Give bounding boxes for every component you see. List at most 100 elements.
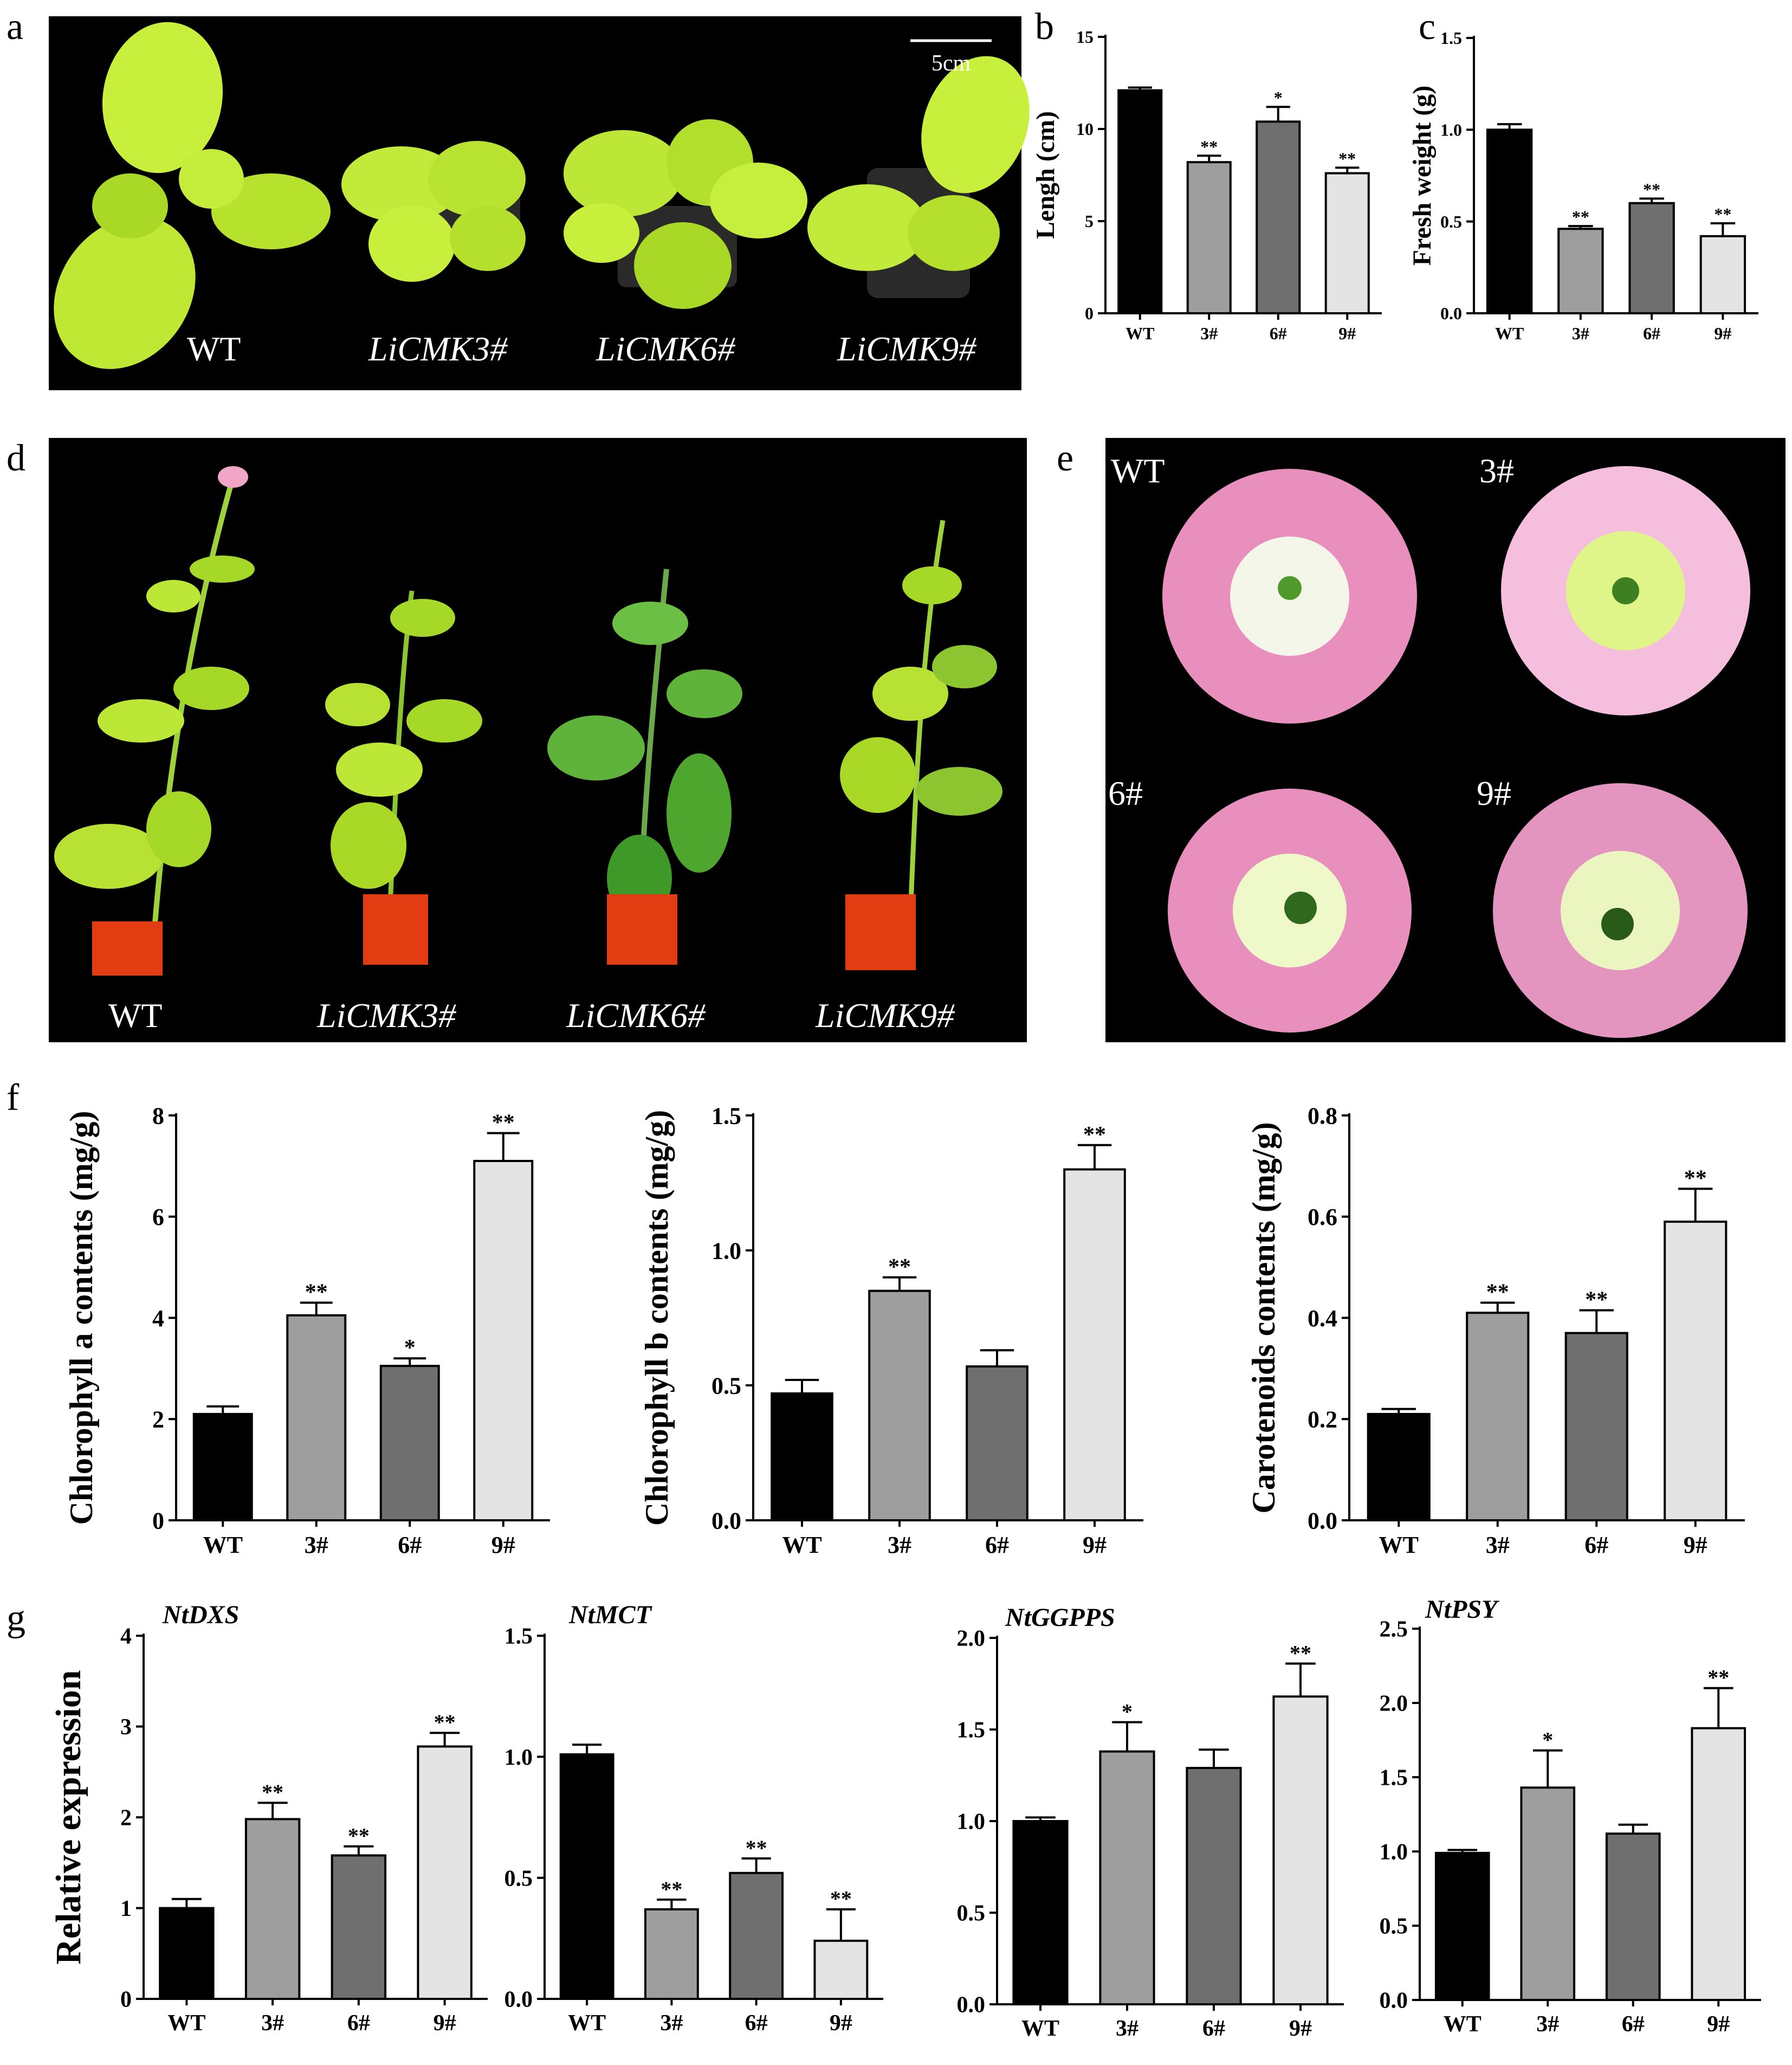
x-tick-label: 6# — [398, 1532, 422, 1558]
significance-label: ** — [1572, 207, 1589, 227]
y-tick-label: 0.6 — [1308, 1204, 1337, 1230]
seedling-9 — [807, 56, 1030, 298]
flower-wt — [1162, 469, 1417, 724]
y-tick-label: 1.0 — [1440, 120, 1462, 140]
x-tick-label: 9# — [1083, 1532, 1107, 1558]
photo-d-label-3: LiCMK3# — [316, 996, 456, 1035]
y-tick-label: 1.0 — [1380, 1840, 1408, 1865]
y-tick-label: 1.5 — [504, 1624, 533, 1649]
x-tick-label: 9# — [1707, 2012, 1730, 2037]
chart-chlorophyll-a: 0 2 4 6 8 WT 3# ** 6# * 9# ** Chlorophyll a contents… — [63, 1102, 550, 1558]
significance-label: ** — [1714, 204, 1731, 224]
bar-WT — [559, 1753, 614, 2001]
bar-9 — [1691, 1727, 1746, 2002]
plant-9 — [840, 520, 1002, 970]
y-axis-title: Carotenoids contents (mg/g) — [1246, 1122, 1282, 1513]
bar-6 — [1605, 1832, 1661, 2002]
panel-letter-b: b — [1035, 6, 1054, 48]
y-tick-label: 0 — [1085, 304, 1094, 323]
panel-letter-a: a — [7, 6, 23, 48]
y-tick-label: 0.0 — [957, 1993, 986, 2018]
chart-ntpsy: 0.0 0.5 1.0 1.5 2.0 2.5 WT 3# * 6# 9# ** NtPSY — [1380, 1595, 1761, 2037]
y-tick-label: 10 — [1076, 119, 1094, 139]
x-tick-label: 6# — [745, 2011, 768, 2036]
significance-label: ** — [746, 1836, 767, 1860]
y-tick-label: 0.0 — [504, 1987, 533, 2012]
y-tick-label: 1.0 — [711, 1237, 741, 1264]
y-tick-label: 4 — [120, 1624, 132, 1649]
x-tick-label: WT — [1444, 2012, 1482, 2037]
significance-label: ** — [1707, 1666, 1729, 1690]
bar-WT — [1367, 1412, 1431, 1522]
chart-title: NtGGPPS — [1005, 1603, 1115, 1632]
x-tick-label: 9# — [1714, 324, 1731, 343]
y-axis-title: Chlorophyll a contents (mg/g) — [63, 1111, 99, 1525]
significance-label: ** — [348, 1824, 370, 1848]
seedling-wt — [54, 22, 331, 369]
bar-6 — [1628, 202, 1675, 314]
significance-label: ** — [262, 1780, 283, 1804]
bar-3 — [644, 1908, 699, 2001]
bar-9 — [1063, 1168, 1126, 1522]
bar-9 — [813, 1939, 869, 2001]
x-tick-label: WT — [568, 2011, 606, 2036]
plant-wt — [54, 466, 255, 976]
bar-3 — [1520, 1786, 1576, 2001]
chart-ntmct: 0.0 0.5 1.0 1.5 WT 3# ** 6# ** 9# ** NtMCT — [504, 1601, 883, 2036]
y-tick-label: 0.8 — [1308, 1102, 1337, 1129]
chart-chlorophyll-b: 0.0 0.5 1.0 1.5 WT 3# ** 6# 9# ** Chlorophyll b co… — [639, 1102, 1143, 1558]
y-tick-label: 6 — [152, 1204, 164, 1230]
significance-label: ** — [888, 1255, 911, 1280]
panel-letter-f: f — [7, 1077, 20, 1119]
y-tick-label: 2.0 — [1380, 1692, 1408, 1716]
panel-letter-d: d — [7, 437, 25, 479]
flower-3 — [1501, 466, 1750, 715]
y-axis-title: Lengh (cm) — [1031, 111, 1060, 239]
photo-d-label-6: LiCMK6# — [566, 996, 706, 1035]
bar-9 — [1324, 172, 1370, 314]
y-tick-label: 3 — [120, 1715, 132, 1740]
y-tick-label: 1.5 — [957, 1718, 986, 1743]
y-tick-label: 2 — [120, 1806, 132, 1831]
y-tick-label: 2.0 — [957, 1627, 986, 1651]
x-tick-label: 6# — [985, 1532, 1009, 1558]
bar-WT — [771, 1392, 833, 1521]
bar-3 — [1466, 1312, 1530, 1522]
photo-e-label-3: 3# — [1479, 451, 1514, 490]
bar-WT — [1012, 1820, 1069, 2005]
x-tick-label: 3# — [305, 1532, 328, 1558]
x-tick-label: WT — [1125, 324, 1154, 343]
significance-label: ** — [1338, 149, 1356, 168]
y-tick-label: 0.0 — [1308, 1507, 1337, 1534]
bar-6 — [1256, 120, 1301, 314]
bar-WT — [1117, 89, 1163, 314]
y-tick-label: 8 — [152, 1102, 164, 1129]
y-tick-label: 0.5 — [957, 1901, 986, 1926]
x-tick-label: WT — [1495, 324, 1524, 343]
bar-3 — [1099, 1750, 1155, 2006]
panel-letter-c: c — [1419, 6, 1435, 48]
significance-label: ** — [1200, 137, 1218, 156]
x-tick-label: 6# — [1643, 324, 1660, 343]
y-tick-label: 1.0 — [504, 1745, 533, 1770]
y-tick-label: 1.5 — [1440, 28, 1462, 48]
significance-label: ** — [1083, 1122, 1106, 1147]
bar-3 — [1186, 161, 1232, 314]
x-tick-label: 6# — [347, 2011, 370, 2036]
photo-a-label-9: LiCMK9# — [837, 330, 976, 368]
significance-label: ** — [1643, 179, 1660, 199]
bar-9 — [1664, 1221, 1728, 1521]
significance-label: ** — [661, 1877, 682, 1901]
significance-label: ** — [1290, 1641, 1311, 1665]
photo-panel-e: WT 3# 6# 9# — [1105, 438, 1785, 1042]
y-tick-label: 15 — [1076, 27, 1094, 47]
x-tick-label: 6# — [1202, 2016, 1225, 2041]
x-tick-label: 9# — [1684, 1532, 1707, 1558]
panel-letter-g: g — [7, 1597, 25, 1639]
x-tick-label: 3# — [1486, 1532, 1510, 1558]
x-tick-label: 3# — [888, 1532, 911, 1558]
photo-panel-d: WT LiCMK3# LiCMK6# LiCMK9# — [49, 438, 1027, 1042]
bar-6 — [331, 1854, 387, 2001]
flower-6 — [1168, 789, 1412, 1032]
significance-label: ** — [830, 1887, 852, 1911]
